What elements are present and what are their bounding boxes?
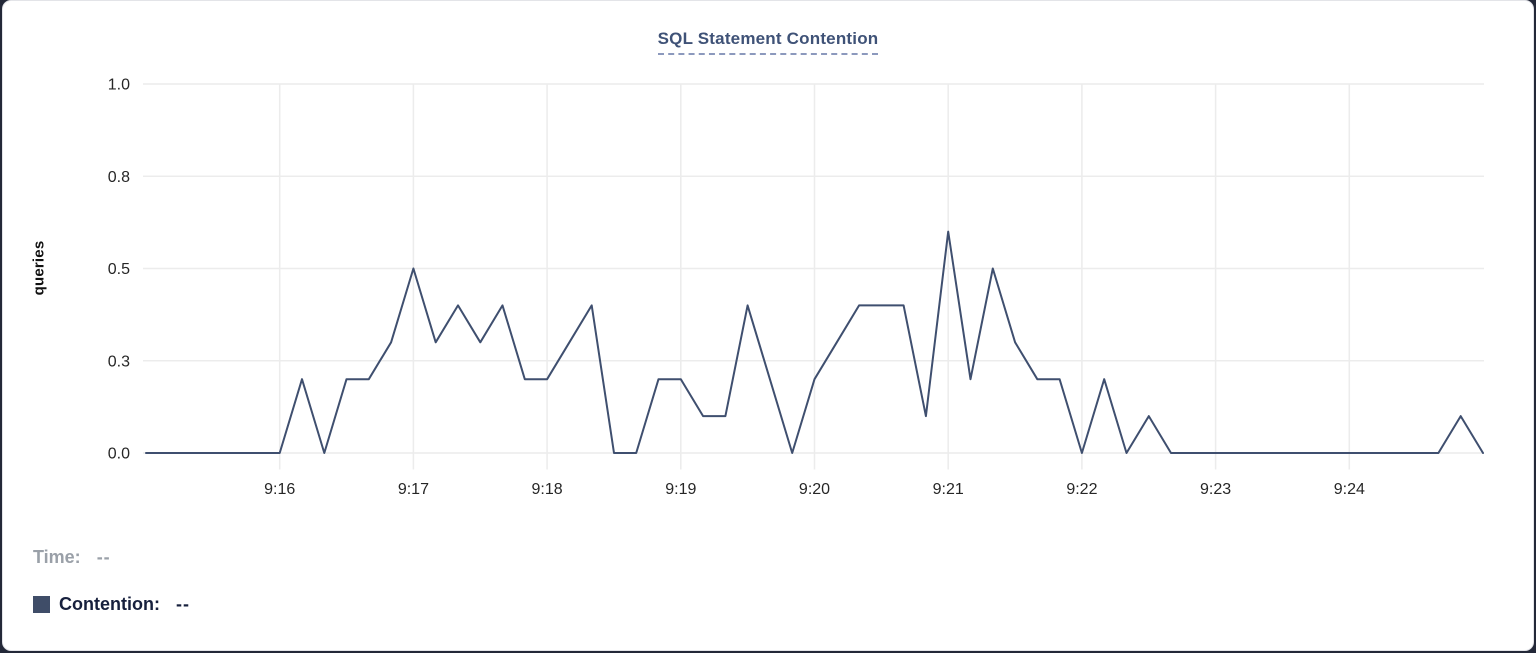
svg-text:9:21: 9:21	[933, 481, 964, 498]
svg-text:9:17: 9:17	[398, 481, 429, 498]
chart-header: SQL Statement Contention	[3, 29, 1533, 55]
svg-text:9:24: 9:24	[1334, 481, 1365, 498]
svg-text:9:19: 9:19	[665, 481, 696, 498]
time-label: Time:	[33, 546, 81, 567]
contention-value: --	[175, 593, 190, 614]
svg-text:9:23: 9:23	[1200, 481, 1231, 498]
svg-text:0.8: 0.8	[108, 169, 130, 186]
legend-row-time: Time: --	[33, 545, 190, 569]
contention-series-line	[145, 230, 1484, 454]
time-value: --	[96, 546, 111, 567]
svg-text:9:18: 9:18	[532, 481, 563, 498]
y-axis-title: queries	[30, 240, 48, 296]
legend-row-contention: Contention: --	[33, 592, 190, 616]
gridlines	[143, 83, 1484, 470]
x-axis-tick-labels: 9:16 9:17 9:18 9:19 9:20 9:21 9:22 9:23 9:24	[264, 481, 1365, 498]
svg-text:9:20: 9:20	[799, 481, 830, 498]
svg-text:0.5: 0.5	[108, 261, 130, 278]
contention-series-swatch	[33, 595, 50, 613]
svg-text:0.0: 0.0	[108, 446, 130, 463]
svg-text:0.3: 0.3	[108, 353, 130, 370]
y-axis-tick-labels: 0.0 0.3 0.5 0.8 1.0	[108, 77, 130, 463]
svg-text:9:16: 9:16	[264, 481, 295, 498]
chart-title[interactable]: SQL Statement Contention	[657, 29, 879, 55]
contention-line-chart[interactable]: 0.00.30.50.81.09:16 9:17 9:18 9:19 9:20 9:21 9…	[3, 1, 1536, 653]
chart-legend: Time: -- Contention: --	[33, 545, 190, 616]
svg-text:1.0: 1.0	[108, 77, 130, 94]
svg-text:9:22: 9:22	[1066, 481, 1097, 498]
contention-label: Contention:	[59, 593, 160, 614]
